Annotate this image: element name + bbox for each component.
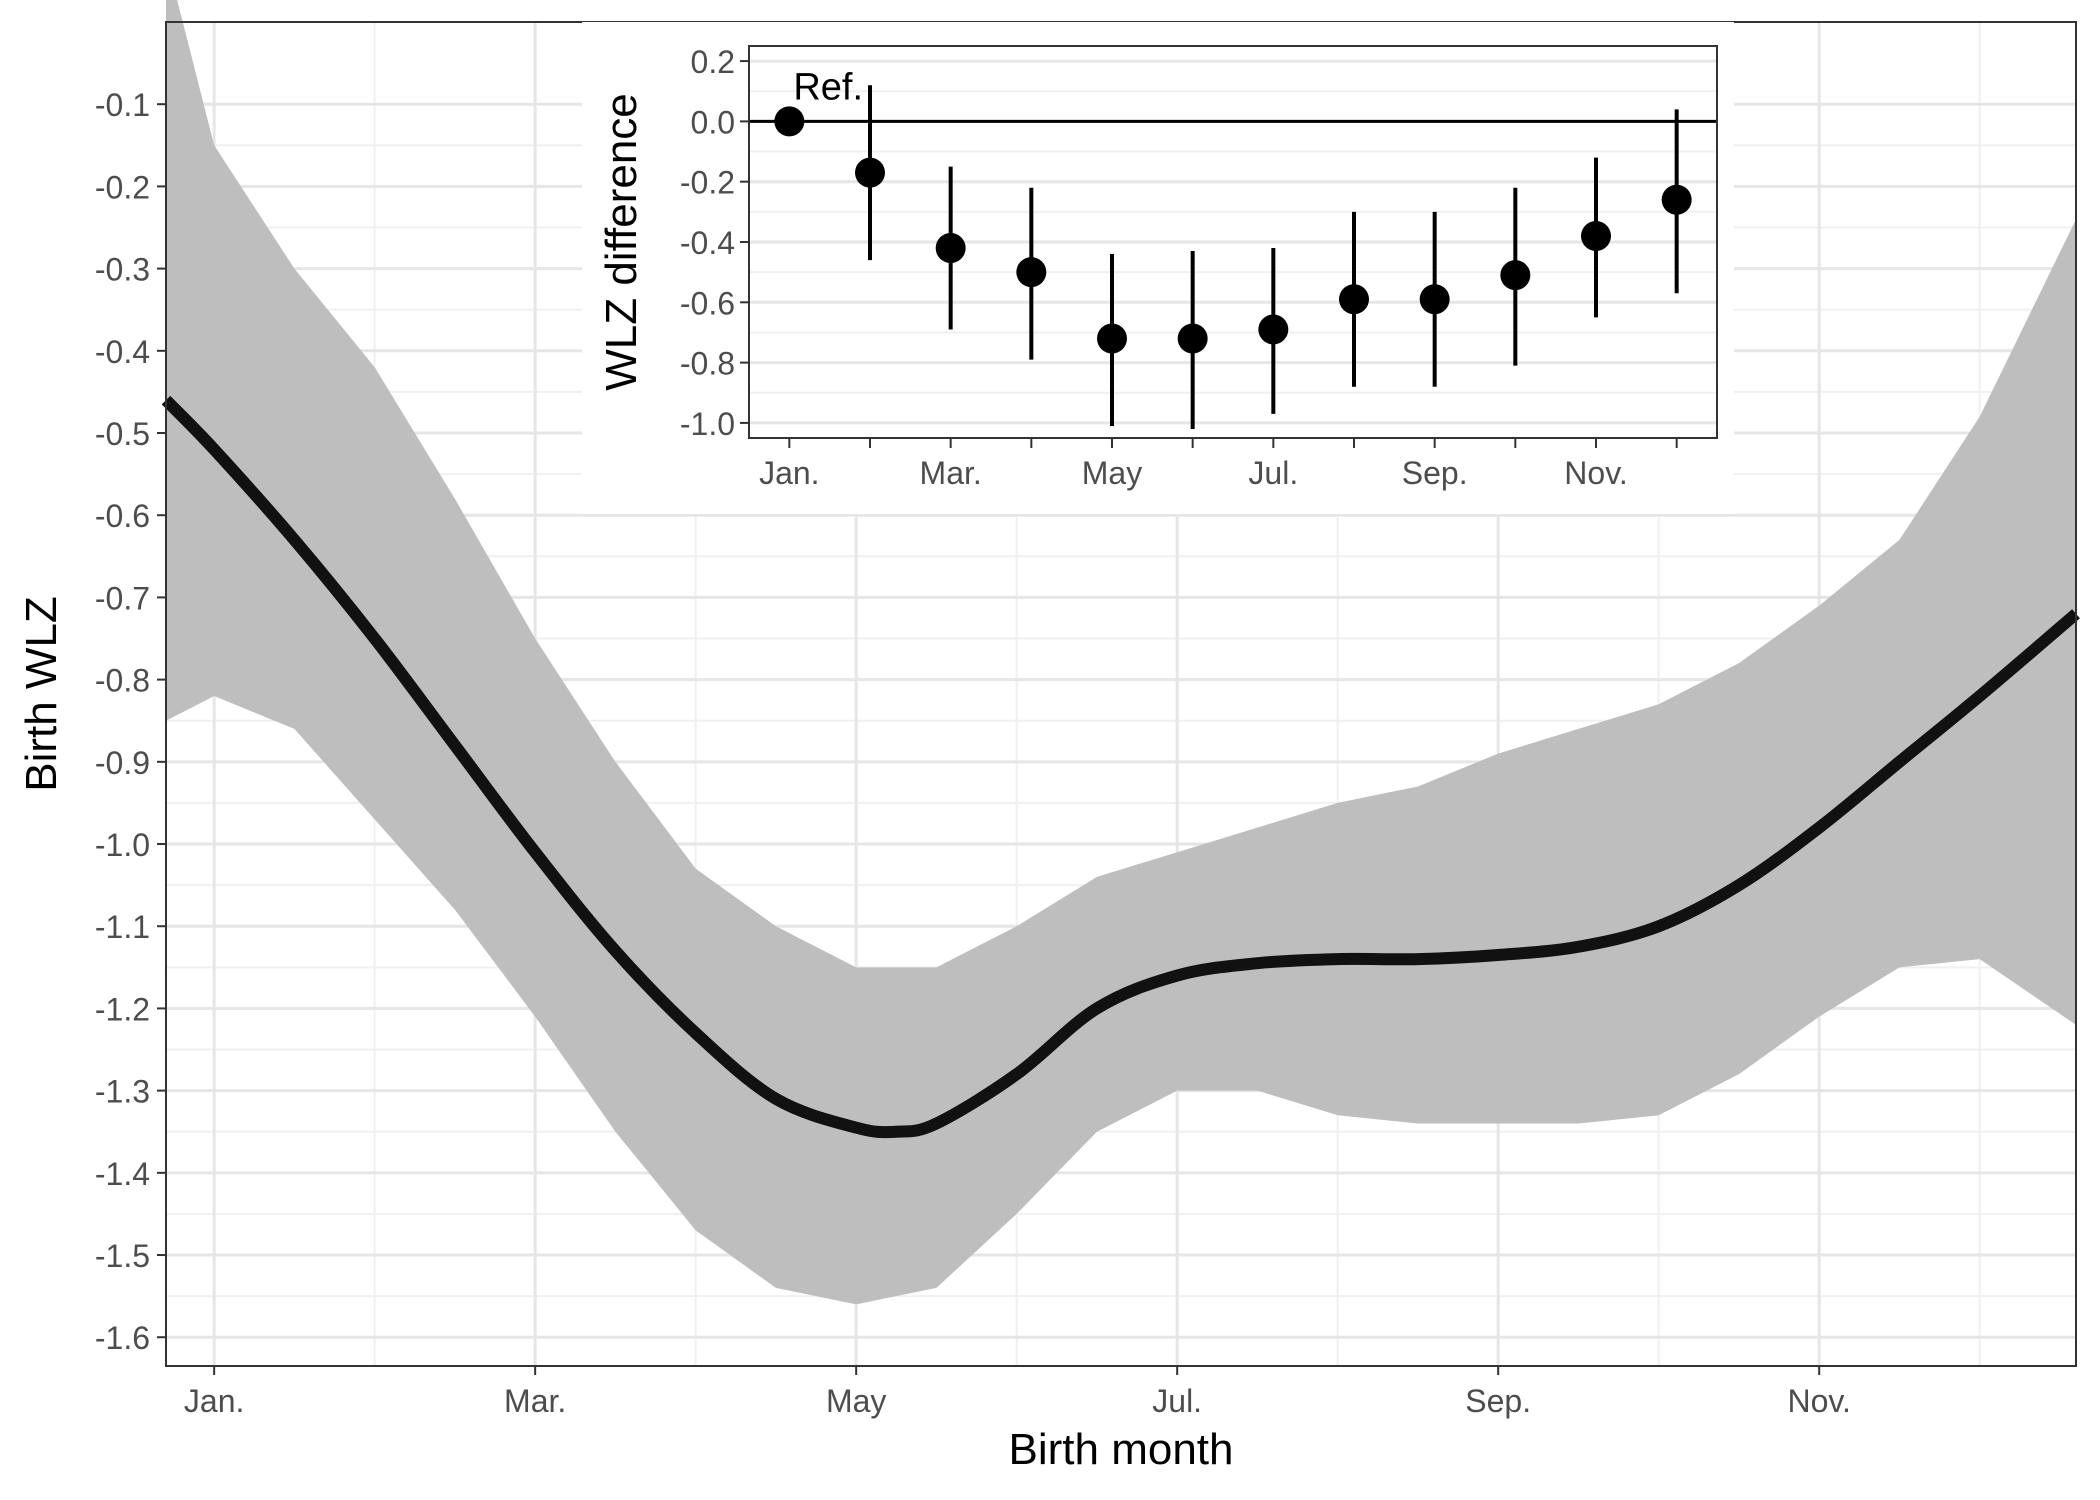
- x-tick-label: May: [826, 1383, 886, 1419]
- inset-chart: 0.2 0.0 -0.2 -0.4 -0.6 -0.8 -1.0 Jan. Mar. May Jul…: [582, 22, 1734, 514]
- x-tick-label: Sep.: [1465, 1383, 1531, 1419]
- estimate-line: [161, 395, 2080, 1139]
- inset-point: [774, 106, 805, 137]
- y-tick-label: -0.7: [95, 580, 150, 616]
- inset-point: [1339, 284, 1369, 315]
- x-tick-label: Jan.: [184, 1383, 244, 1419]
- inset-x-tick-label: May: [1082, 455, 1142, 491]
- inset-y-tick-label: 0.0: [691, 104, 735, 140]
- inset-ref-annotation: Ref.: [793, 66, 863, 108]
- y-tick-label: -0.8: [95, 663, 150, 699]
- inset-point: [855, 157, 885, 188]
- y-tick-label: -1.4: [95, 1156, 150, 1192]
- inset-y-tick-label: -0.6: [680, 285, 735, 321]
- y-tick-label: -0.6: [95, 498, 150, 534]
- inset-point: [1177, 323, 1208, 354]
- inset-point: [1500, 260, 1531, 291]
- y-tick-label: -1.5: [95, 1238, 150, 1274]
- inset-y-axis-title: WLZ difference: [597, 93, 646, 391]
- inset-point: [1661, 184, 1692, 215]
- y-tick-label: -0.5: [95, 416, 150, 452]
- inset-x-tick-label: Sep.: [1402, 455, 1468, 491]
- inset-point: [1258, 314, 1289, 345]
- y-tick-label: -1.2: [95, 991, 150, 1027]
- x-tick-label: Jul.: [1152, 1383, 1202, 1419]
- inset-x-tick-label: Jul.: [1248, 455, 1298, 491]
- y-tick-label: -0.4: [95, 334, 150, 370]
- inset-y-tick-label: -0.2: [680, 165, 735, 201]
- inset-y-tick-label: -0.4: [680, 225, 735, 261]
- y-tick-label: -1.6: [95, 1320, 150, 1356]
- y-tick-label: -1.0: [95, 827, 150, 863]
- inset-point: [1016, 257, 1047, 288]
- inset-x-tick-label: Mar.: [920, 455, 982, 491]
- inset-point: [1097, 323, 1127, 354]
- y-tick-label: -1.1: [95, 909, 150, 945]
- inset-x-tick-label: Nov.: [1564, 455, 1627, 491]
- inset-y-tick-label: 0.2: [691, 44, 735, 80]
- y-tick-label: -0.9: [95, 745, 150, 781]
- inset-y-tick-label: -0.8: [680, 346, 735, 382]
- y-axis-title: Birth WLZ: [17, 596, 66, 792]
- x-tick-label: Nov.: [1787, 1383, 1850, 1419]
- x-tick-label: Mar.: [504, 1383, 566, 1419]
- inset-point: [1581, 220, 1611, 251]
- inset-point: [935, 233, 966, 264]
- inset-y-tick-label: -1.0: [680, 406, 735, 442]
- y-tick-label: -1.3: [95, 1074, 150, 1110]
- inset-x-tick-label: Jan.: [759, 455, 819, 491]
- y-tick-label: -0.1: [95, 87, 150, 123]
- inset-point: [1419, 284, 1450, 315]
- inset-border: [748, 45, 1718, 439]
- y-tick-label: -0.2: [95, 169, 150, 205]
- x-axis-title: Birth month: [1009, 1425, 1234, 1474]
- y-tick-label: -0.3: [95, 252, 150, 288]
